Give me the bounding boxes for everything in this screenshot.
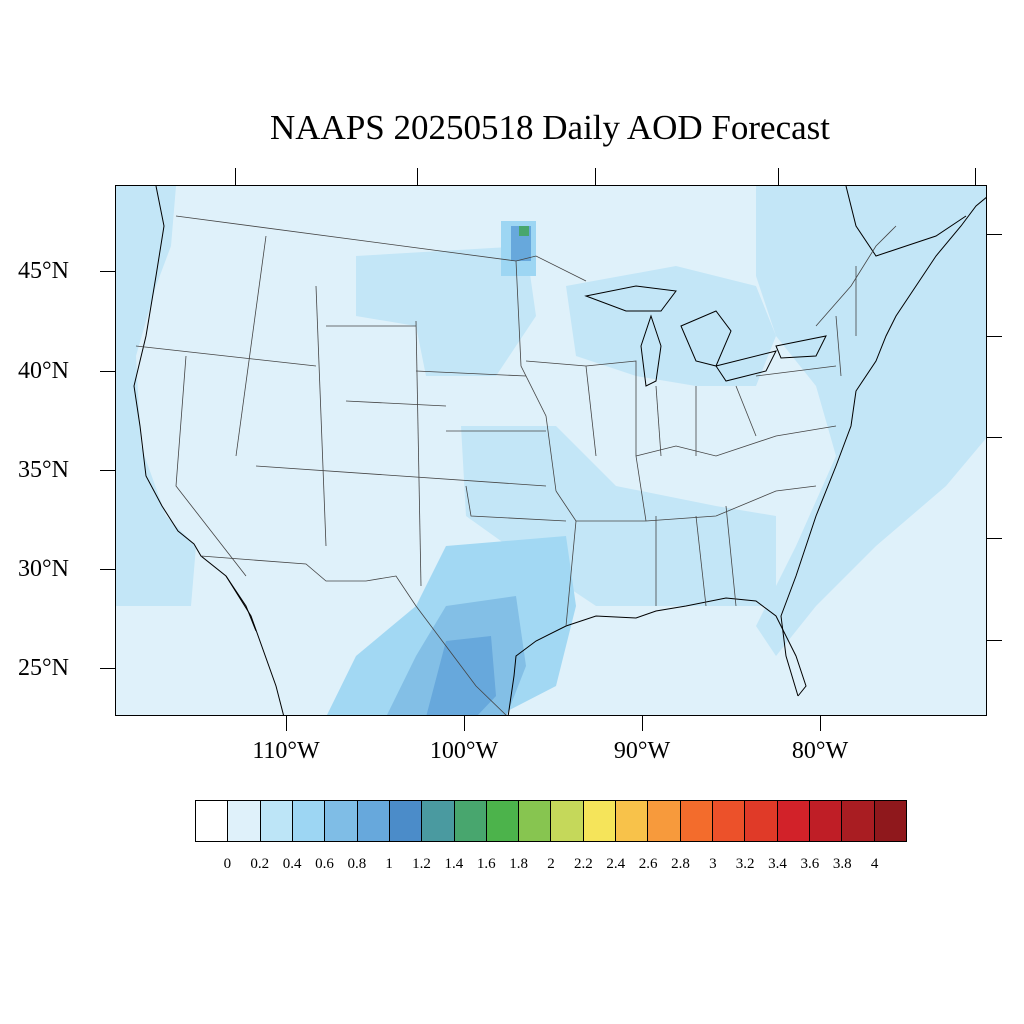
- map-title: NAAPS 20250518 Daily AOD Forecast: [270, 108, 830, 147]
- lon-tick: [286, 716, 287, 731]
- colorbar-swatch: [551, 801, 584, 841]
- lon-label-80w: 80°W: [791, 738, 849, 764]
- colorbar-swatch: [713, 801, 746, 841]
- lon-tick-top: [975, 168, 976, 185]
- colorbar-swatch: [260, 801, 293, 841]
- colorbar-label: 0.8: [347, 856, 367, 872]
- colorbar-label: 3: [709, 856, 717, 872]
- colorbar-label: 0.4: [282, 856, 302, 872]
- colorbar-swatch: [809, 801, 843, 841]
- colorbar-label: 3.8: [832, 856, 852, 872]
- lat-tick: [100, 470, 115, 471]
- lat-label-45: 45°N: [18, 258, 69, 284]
- colorbar-label: 3.4: [768, 856, 787, 872]
- colorbar-label: 1.6: [476, 856, 496, 872]
- lon-label-110w: 110°W: [252, 738, 320, 764]
- lon-label-90w: 90°W: [613, 738, 671, 764]
- colorbar-swatch: [777, 801, 810, 841]
- lat-tick-right: [987, 538, 1002, 539]
- lon-tick-top: [235, 168, 236, 185]
- colorbar-label: 1: [385, 856, 393, 872]
- lon-tick-top: [778, 168, 779, 185]
- colorbar-label: 0.6: [315, 856, 334, 872]
- colorbar-label: 2.4: [606, 856, 626, 872]
- lon-label-100w: 100°W: [429, 738, 499, 764]
- colorbar-swatch: [357, 801, 390, 841]
- colorbar-label: 1.4: [444, 856, 464, 872]
- aod-map-svg: [116, 186, 986, 715]
- colorbar-label: 2.8: [671, 856, 690, 872]
- colorbar-label: 2.6: [638, 856, 658, 872]
- coastlines: [133, 186, 986, 715]
- colorbar-swatch: [680, 801, 713, 841]
- colorbar-swatch: [325, 801, 358, 841]
- lat-tick-right: [987, 640, 1002, 641]
- colorbar-swatch: [519, 801, 552, 841]
- lon-tick: [464, 716, 465, 731]
- colorbar-label: 0: [223, 856, 232, 872]
- colorbar-swatch: [454, 801, 487, 841]
- lat-tick-right: [987, 336, 1002, 337]
- colorbar-swatch: [422, 801, 455, 841]
- lon-tick-top: [417, 168, 418, 185]
- lat-tick: [100, 668, 115, 669]
- lon-tick-top: [595, 168, 596, 185]
- lon-tick: [820, 716, 821, 731]
- colorbar-swatch: [583, 801, 617, 841]
- colorbar-swatch: [389, 801, 423, 841]
- lat-label-25: 25°N: [18, 655, 69, 681]
- lat-tick: [100, 569, 115, 570]
- colorbar-label: 0.2: [250, 856, 270, 872]
- colorbar-label: 3.2: [735, 856, 755, 872]
- colorbar-label: 3.6: [800, 856, 820, 872]
- colorbar-label: 4: [870, 856, 879, 872]
- colorbar-swatch: [228, 801, 261, 841]
- colorbar-label: 1.8: [509, 856, 528, 872]
- colorbar-swatch: [842, 801, 875, 841]
- colorbar-label: 1.2: [412, 856, 431, 872]
- lat-label-30: 30°N: [18, 556, 69, 582]
- colorbar-label: 2: [547, 856, 555, 872]
- colorbar-swatch: [745, 801, 778, 841]
- lat-label-35: 35°N: [18, 457, 69, 483]
- colorbar-swatch: [196, 801, 229, 841]
- colorbar-swatch: [874, 801, 906, 841]
- lat-tick-right: [987, 234, 1002, 235]
- aod-map: [115, 185, 987, 716]
- colorbar: [195, 800, 907, 842]
- colorbar-swatch: [616, 801, 649, 841]
- lat-label-40: 40°N: [18, 358, 69, 384]
- state-borders: [135, 215, 897, 715]
- lon-tick: [642, 716, 643, 731]
- colorbar-swatch: [292, 801, 326, 841]
- lat-tick: [100, 271, 115, 272]
- lat-tick: [100, 371, 115, 372]
- colorbar-swatch: [486, 801, 520, 841]
- colorbar-swatch: [648, 801, 681, 841]
- lat-tick-right: [987, 437, 1002, 438]
- aod-shading: [116, 186, 986, 715]
- colorbar-label: 2.2: [573, 856, 593, 872]
